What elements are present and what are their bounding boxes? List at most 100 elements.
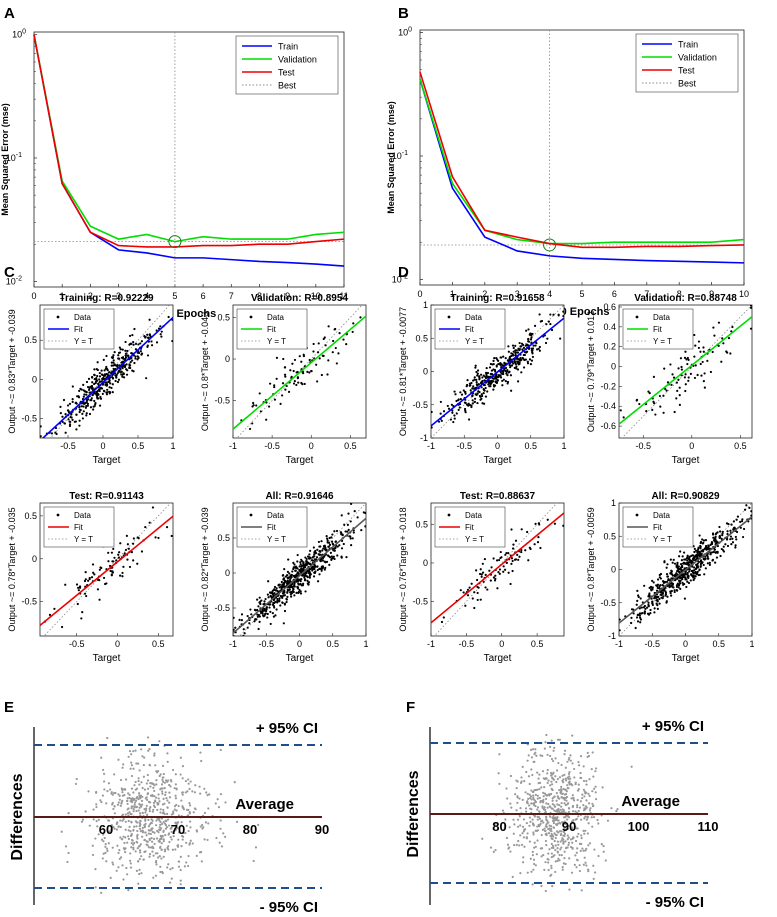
data-point xyxy=(596,818,599,822)
data-point xyxy=(506,359,509,362)
data-point xyxy=(179,773,182,776)
data-point xyxy=(188,810,191,814)
data-point xyxy=(591,790,594,793)
data-point xyxy=(729,352,732,355)
data-point xyxy=(106,790,109,793)
y-tick-label: 10-2 xyxy=(392,273,408,284)
data-point xyxy=(203,838,206,841)
data-point xyxy=(520,528,523,531)
data-point xyxy=(636,620,640,623)
data-point xyxy=(522,818,526,821)
data-point xyxy=(119,348,122,351)
data-point xyxy=(502,371,505,374)
data-point xyxy=(567,836,570,839)
data-point xyxy=(148,318,151,321)
data-point xyxy=(285,384,288,388)
data-point xyxy=(138,872,141,876)
data-point xyxy=(552,819,555,822)
data-point xyxy=(536,788,539,791)
data-point xyxy=(275,377,278,380)
data-point xyxy=(108,830,111,833)
data-point xyxy=(670,570,673,573)
identity-line xyxy=(236,305,363,438)
data-point xyxy=(280,580,283,584)
data-point xyxy=(64,431,67,434)
data-point xyxy=(159,823,162,826)
data-point xyxy=(170,813,173,816)
data-point xyxy=(94,403,97,406)
data-point xyxy=(125,534,128,537)
data-point xyxy=(559,848,562,851)
data-point xyxy=(162,776,165,779)
data-point xyxy=(648,586,651,589)
data-point xyxy=(301,569,304,573)
legend-label: Y = T xyxy=(267,337,286,346)
data-point xyxy=(669,585,672,588)
data-point xyxy=(686,556,689,560)
data-point xyxy=(132,810,135,813)
x-axis-label: Target xyxy=(93,455,121,466)
data-point xyxy=(128,796,131,800)
data-point xyxy=(351,330,354,334)
x-tick-label: 0 xyxy=(417,289,422,299)
data-point xyxy=(323,560,326,563)
data-point xyxy=(560,810,564,814)
data-point xyxy=(525,770,528,774)
data-point xyxy=(488,569,491,572)
data-point xyxy=(485,373,488,376)
data-point xyxy=(571,784,574,787)
data-point xyxy=(686,554,689,557)
data-point xyxy=(160,330,163,333)
data-point xyxy=(201,823,204,827)
data-point xyxy=(523,780,526,783)
data-point xyxy=(521,832,524,835)
data-point xyxy=(515,349,518,352)
data-point xyxy=(482,388,486,392)
data-point xyxy=(169,827,172,830)
data-point xyxy=(257,627,260,631)
data-point xyxy=(536,797,539,800)
data-point xyxy=(701,538,704,541)
y-tick-label: -0.5 xyxy=(21,597,37,607)
data-point xyxy=(163,786,166,790)
data-point xyxy=(514,351,517,354)
data-point xyxy=(675,381,678,384)
data-point xyxy=(486,371,490,375)
data-point xyxy=(478,390,481,394)
data-point xyxy=(262,615,265,618)
data-point xyxy=(476,598,479,602)
data-point xyxy=(156,817,159,820)
data-point xyxy=(299,592,303,595)
data-point xyxy=(524,791,527,794)
data-point xyxy=(542,798,545,802)
data-point xyxy=(586,832,589,835)
data-point xyxy=(570,797,573,800)
data-point xyxy=(132,542,135,545)
data-point xyxy=(569,777,572,780)
data-point xyxy=(315,556,319,559)
data-point xyxy=(234,626,237,629)
data-point xyxy=(501,384,504,387)
data-point xyxy=(703,573,706,576)
data-point xyxy=(103,788,106,791)
data-point xyxy=(285,600,288,604)
data-point xyxy=(137,797,140,801)
data-point xyxy=(283,373,287,376)
data-point xyxy=(277,583,281,586)
legend-label: Fit xyxy=(465,523,475,532)
data-point xyxy=(500,356,503,359)
data-point xyxy=(82,383,85,386)
data-point xyxy=(542,791,545,794)
data-point xyxy=(158,826,161,829)
data-point xyxy=(296,560,299,563)
data-point xyxy=(684,373,687,376)
data-point xyxy=(724,543,727,546)
data-point xyxy=(340,533,343,536)
data-point xyxy=(54,431,57,434)
data-point xyxy=(327,545,331,548)
data-point xyxy=(549,322,552,326)
data-point xyxy=(271,589,274,592)
data-point xyxy=(127,547,130,550)
data-point xyxy=(342,542,345,546)
data-point xyxy=(551,788,554,792)
